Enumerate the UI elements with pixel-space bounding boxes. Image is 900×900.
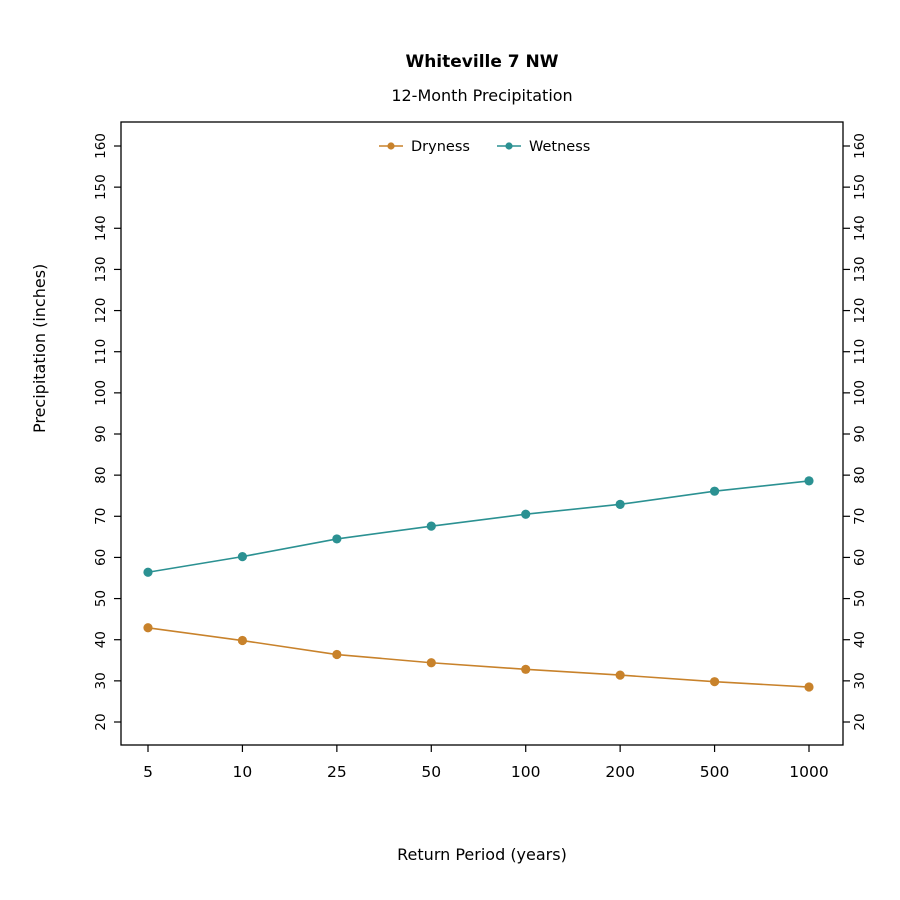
- chart-subtitle: 12-Month Precipitation: [391, 86, 573, 105]
- data-point-wetness: [804, 476, 814, 486]
- data-point-wetness: [521, 509, 531, 519]
- x-tick-label: 500: [700, 763, 730, 781]
- x-tick-label: 50: [421, 763, 441, 781]
- x-tick-label: 5: [143, 763, 153, 781]
- y-tick-label-right: 30: [852, 672, 868, 689]
- y-tick-label-left: 150: [93, 174, 109, 200]
- y-tick-label-right: 70: [852, 508, 868, 525]
- y-tick-label-right: 160: [852, 133, 868, 159]
- y-tick-label-right: 100: [852, 380, 868, 406]
- y-tick-label-right: 40: [852, 631, 868, 648]
- y-tick-label-right: 50: [852, 590, 868, 607]
- data-point-dryness: [237, 635, 248, 646]
- x-axis-label: Return Period (years): [397, 845, 567, 864]
- y-tick-label-left: 60: [93, 549, 109, 566]
- y-tick-label-left: 40: [93, 631, 109, 648]
- y-tick-label-left: 30: [93, 672, 109, 689]
- y-tick-label-left: 70: [93, 508, 109, 525]
- data-point-dryness: [426, 658, 436, 668]
- y-tick-label-right: 150: [852, 174, 868, 200]
- data-point-dryness: [709, 677, 720, 687]
- y-tick-label-left: 80: [93, 467, 109, 484]
- data-point-dryness: [615, 670, 625, 680]
- y-tick-label-right: 80: [852, 467, 868, 484]
- data-point-dryness: [804, 682, 814, 692]
- y-tick-label-left: 130: [93, 257, 109, 283]
- series-line-wetness: [147, 480, 810, 574]
- data-point-dryness: [143, 623, 153, 633]
- data-point-dryness: [332, 649, 342, 660]
- x-tick-label: 25: [327, 763, 347, 781]
- data-point-wetness: [237, 552, 248, 562]
- legend-marker-wetness: [505, 142, 513, 150]
- data-point-wetness: [332, 534, 342, 544]
- plot-box: [120, 121, 844, 746]
- y-tick-label-right: 90: [852, 425, 868, 442]
- y-tick-label-right: 130: [852, 257, 868, 283]
- y-tick-label-right: 110: [852, 339, 868, 365]
- y-tick-label-left: 20: [93, 713, 109, 730]
- y-tick-label-left: 140: [93, 215, 109, 241]
- x-tick-label: 1000: [789, 763, 828, 781]
- data-point-wetness: [615, 499, 625, 509]
- y-tick-label-right: 60: [852, 549, 868, 566]
- y-tick-label-left: 90: [93, 425, 109, 442]
- y-tick-label-right: 140: [852, 215, 868, 241]
- y-tick-label-right: 120: [852, 298, 868, 324]
- series-line-dryness: [147, 626, 810, 688]
- y-tick-label-left: 100: [93, 380, 109, 406]
- legend-label-dryness: Dryness: [411, 139, 470, 155]
- y-tick-label-left: 110: [93, 339, 109, 365]
- y-tick-label-left: 120: [93, 298, 109, 324]
- y-tick-label-left: 50: [93, 590, 109, 607]
- x-tick-label: 200: [605, 763, 635, 781]
- data-point-wetness: [426, 521, 436, 531]
- x-tick-label: 10: [233, 763, 253, 781]
- data-point-dryness: [521, 664, 531, 674]
- y-tick-label-right: 20: [852, 713, 868, 730]
- data-point-wetness: [143, 567, 153, 577]
- chart-title: Whiteville 7 NW: [405, 52, 559, 72]
- y-tick-label-left: 160: [93, 133, 109, 159]
- legend-marker-dryness: [387, 142, 395, 150]
- x-tick-label: 100: [511, 763, 541, 781]
- data-point-wetness: [709, 486, 720, 496]
- legend-label-wetness: Wetness: [529, 139, 590, 155]
